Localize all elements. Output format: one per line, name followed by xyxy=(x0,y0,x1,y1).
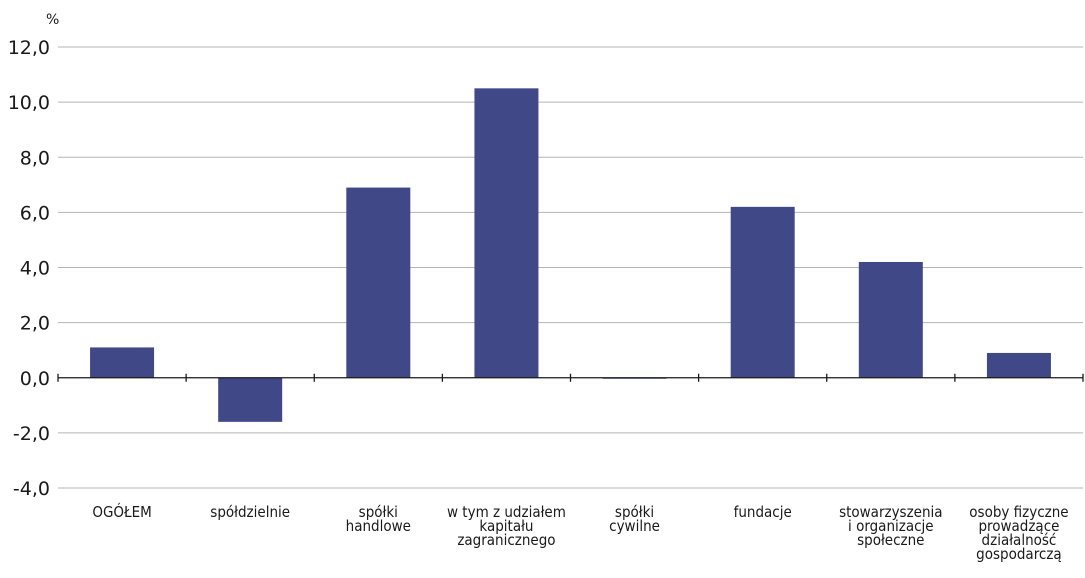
y-unit-label: % xyxy=(46,12,59,28)
y-tick-labels: -4,0 -2,0 0,0 2,0 4,0 6,0 8,0 10,0 12,0 xyxy=(8,37,50,500)
bar xyxy=(858,261,923,378)
x-tick-label: spółdzielnie xyxy=(210,503,290,521)
x-tick-label: OGÓŁEM xyxy=(92,502,151,521)
grid-lines xyxy=(58,46,1083,489)
x-tick-labels: OGÓŁEM spółdzielnie spółki handlowe w tym z … xyxy=(92,502,1068,563)
bar xyxy=(90,347,155,378)
bar xyxy=(346,187,411,378)
x-tick-label: w tym z udziałem kapitału zagranicznego xyxy=(447,503,566,549)
bar xyxy=(218,377,283,422)
y-tick-label: 10,0 xyxy=(8,92,50,114)
y-tick-label: 4,0 xyxy=(20,258,50,280)
y-tick-label: -2,0 xyxy=(13,423,50,445)
y-tick-label: 6,0 xyxy=(20,202,50,224)
y-tick-label: 2,0 xyxy=(20,313,50,335)
x-axis xyxy=(57,373,1084,382)
bar xyxy=(730,206,795,378)
y-tick-label: 0,0 xyxy=(20,368,50,390)
bars xyxy=(90,88,1051,422)
x-tick-label: spółki cywilne xyxy=(609,503,660,535)
x-tick-label: osoby fizyczne prowadzące działalność gospo… xyxy=(969,503,1068,563)
y-tick-label: 12,0 xyxy=(8,37,50,59)
x-tick-label: stowarzyszenia i organizacje społeczne xyxy=(839,503,942,549)
bar xyxy=(474,88,539,378)
bar xyxy=(986,352,1051,378)
y-tick-label: 8,0 xyxy=(20,147,50,169)
y-tick-label: -4,0 xyxy=(13,478,50,500)
x-tick-label: spółki handlowe xyxy=(346,503,411,535)
x-tick-label: fundacje xyxy=(734,503,792,521)
